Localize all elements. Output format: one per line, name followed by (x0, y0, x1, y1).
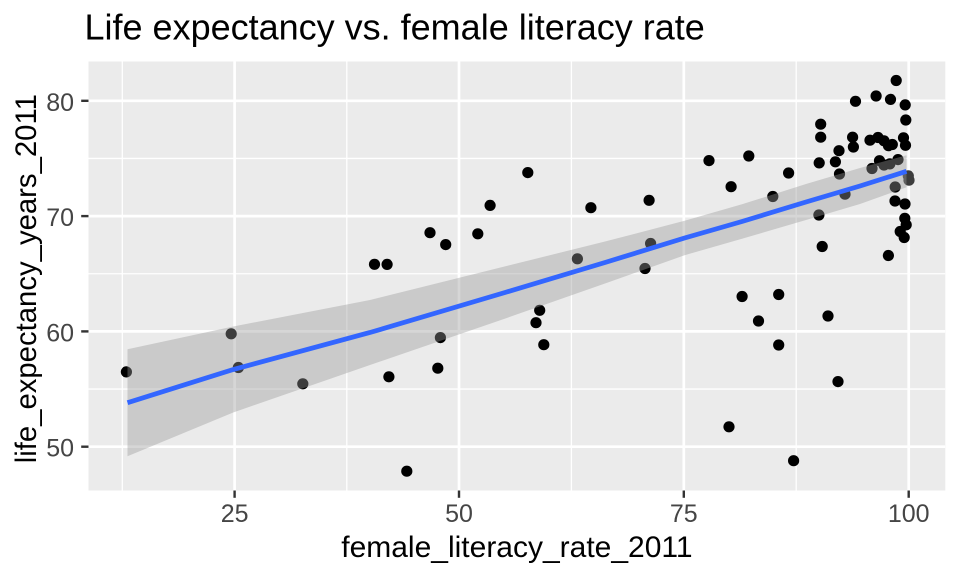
svg-text:50: 50 (445, 500, 473, 528)
svg-text:50: 50 (46, 435, 74, 463)
svg-text:80: 80 (46, 89, 74, 117)
svg-text:Life expectancy vs. female lit: Life expectancy vs. female literacy rate (85, 7, 705, 48)
svg-text:life_expectancy_years_2011: life_expectancy_years_2011 (10, 94, 43, 463)
svg-text:70: 70 (46, 204, 74, 232)
svg-text:100: 100 (888, 500, 930, 528)
svg-text:75: 75 (670, 500, 698, 528)
svg-text:60: 60 (46, 319, 74, 347)
svg-text:25: 25 (221, 500, 249, 528)
svg-text:female_literacy_rate_2011: female_literacy_rate_2011 (341, 531, 692, 564)
